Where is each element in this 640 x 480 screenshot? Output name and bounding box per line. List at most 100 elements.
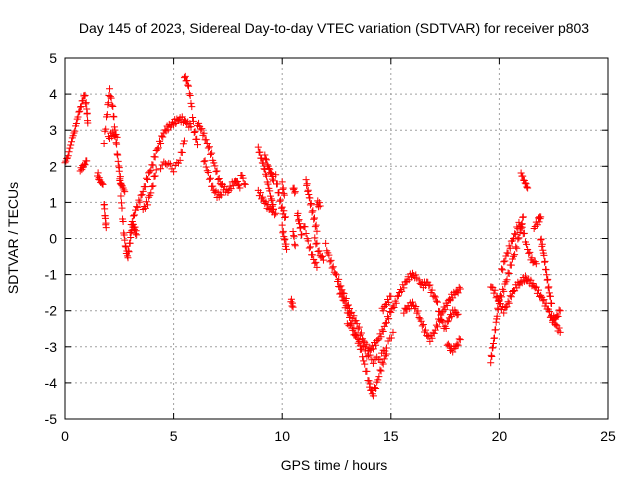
data-point [491, 334, 499, 342]
data-point [114, 151, 122, 159]
data-point [492, 326, 500, 334]
data-point [259, 193, 267, 201]
data-point [419, 321, 427, 328]
data-point [304, 186, 312, 194]
data-point [515, 218, 523, 226]
data-point [186, 92, 194, 100]
data-point [456, 336, 464, 344]
data-point [239, 174, 247, 182]
data-point [542, 266, 550, 274]
data-point [493, 293, 501, 301]
data-point [142, 174, 150, 182]
data-point [499, 266, 507, 274]
data-point [71, 127, 79, 135]
data-point [432, 297, 440, 305]
data-point [516, 228, 524, 236]
data-point [120, 186, 128, 194]
data-point [280, 191, 288, 199]
data-point [414, 307, 422, 315]
data-point [371, 384, 379, 392]
data-point [142, 198, 150, 206]
data-point [491, 286, 499, 294]
data-point [353, 331, 361, 339]
data-point [488, 283, 496, 291]
data-point [487, 351, 495, 359]
data-point [454, 310, 462, 318]
data-point [308, 208, 316, 216]
data-point [254, 143, 262, 151]
data-point [193, 141, 201, 149]
data-point [117, 199, 125, 207]
data-point [208, 149, 216, 157]
y-tick-label: 5 [49, 50, 57, 66]
data-point [314, 197, 322, 205]
data-point [279, 184, 287, 192]
data-point [108, 101, 116, 109]
data-point [331, 270, 339, 278]
data-point [129, 212, 137, 220]
data-point [500, 258, 508, 266]
data-point [512, 230, 520, 238]
data-point [144, 176, 152, 184]
data-point [64, 152, 72, 160]
data-point [306, 243, 314, 251]
data-point [98, 180, 106, 188]
data-point [392, 299, 400, 307]
data-point [302, 176, 310, 184]
data-point [535, 218, 543, 226]
data-point [294, 209, 302, 217]
data-point [430, 292, 438, 300]
data-point [139, 187, 147, 195]
data-point [266, 187, 274, 195]
data-point [312, 240, 320, 248]
data-point [258, 154, 266, 162]
data-point [104, 99, 112, 107]
data-point [443, 318, 451, 326]
data-point [207, 174, 215, 182]
data-point [82, 99, 90, 107]
data-point [279, 227, 287, 235]
data-point [385, 315, 393, 323]
data-point [393, 292, 401, 300]
data-point [70, 129, 78, 137]
data-point [443, 302, 451, 310]
data-point [305, 244, 313, 252]
data-point [368, 356, 376, 364]
data-point [66, 144, 74, 152]
data-point [488, 353, 496, 361]
data-point [487, 359, 495, 367]
data-point [124, 254, 132, 262]
data-point [555, 306, 563, 314]
data-point [366, 351, 374, 359]
data-point [157, 165, 165, 173]
data-point [106, 85, 114, 93]
data-point [315, 199, 323, 207]
data-point [372, 385, 380, 393]
data-point [184, 81, 192, 89]
data-point [315, 203, 323, 211]
data-point [315, 247, 323, 255]
data-point [270, 177, 278, 185]
data-point [501, 257, 509, 265]
data-point [433, 323, 441, 331]
data-point [278, 203, 286, 211]
data-point [104, 101, 112, 109]
data-point [118, 204, 126, 212]
data-point [272, 209, 280, 217]
data-point [556, 307, 564, 315]
data-point [328, 264, 336, 272]
data-point [270, 205, 278, 213]
data-point [533, 221, 541, 229]
data-point [212, 168, 220, 176]
data-point [556, 328, 564, 336]
data-point [503, 303, 511, 311]
data-point [113, 140, 121, 148]
data-point [103, 111, 111, 119]
data-point [216, 191, 224, 199]
data-point [545, 308, 553, 316]
data-point [504, 269, 512, 277]
data-point [385, 298, 393, 306]
plot-frame [64, 57, 609, 420]
data-point [363, 352, 371, 360]
data-point [159, 133, 167, 141]
